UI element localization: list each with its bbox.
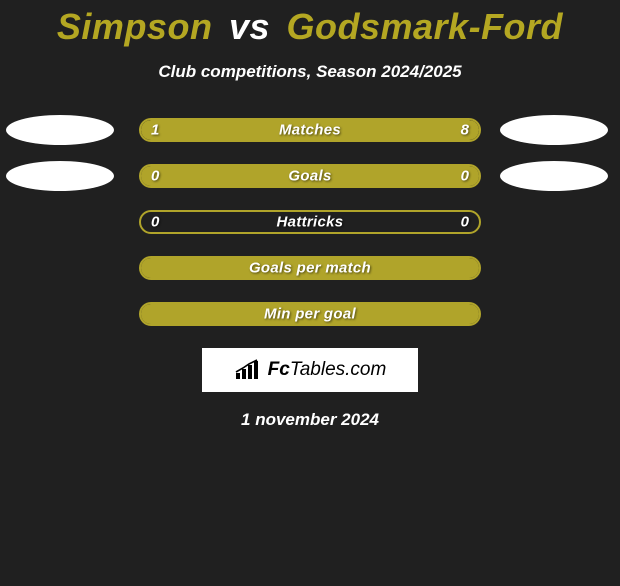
logo-text: FcTables.com xyxy=(268,359,387,381)
fctables-logo: FcTables.com xyxy=(202,348,418,392)
stat-label: Goals per match xyxy=(141,260,479,277)
stat-label: Min per goal xyxy=(141,306,479,323)
date-text: 1 november 2024 xyxy=(0,410,620,430)
comparison-title: Simpson vs Godsmark-Ford xyxy=(0,6,620,48)
player1-name: Simpson xyxy=(57,6,213,47)
player2-name: Godsmark-Ford xyxy=(287,6,564,47)
stat-bar: 18Matches xyxy=(139,118,481,142)
stat-label: Goals xyxy=(141,168,479,185)
subtitle: Club competitions, Season 2024/2025 xyxy=(0,62,620,82)
player1-marker xyxy=(6,115,114,145)
stat-row: Min per goal xyxy=(0,302,620,326)
stat-row: 00Goals xyxy=(0,164,620,188)
logo-rest: Tables.com xyxy=(290,359,386,380)
stat-bar: Min per goal xyxy=(139,302,481,326)
player2-marker xyxy=(500,115,608,145)
vs-text: vs xyxy=(229,6,270,47)
stat-row: 18Matches xyxy=(0,118,620,142)
stat-label: Matches xyxy=(141,122,479,139)
stat-bar: 00Goals xyxy=(139,164,481,188)
stat-row: Goals per match xyxy=(0,256,620,280)
logo-bold: Fc xyxy=(268,359,290,380)
stat-row: 00Hattricks xyxy=(0,210,620,234)
stat-bar: Goals per match xyxy=(139,256,481,280)
stat-label: Hattricks xyxy=(141,214,479,231)
stat-bar: 00Hattricks xyxy=(139,210,481,234)
player1-marker xyxy=(6,161,114,191)
stats-rows: 18Matches 00Goals 00Hattricks Goals per mat… xyxy=(0,118,620,326)
bar-chart-icon xyxy=(234,359,262,381)
player2-marker xyxy=(500,161,608,191)
